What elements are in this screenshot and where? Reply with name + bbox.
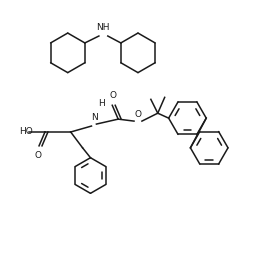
Text: H: H <box>99 99 105 108</box>
Text: O: O <box>134 110 141 119</box>
Text: O: O <box>34 151 41 160</box>
Text: O: O <box>110 91 117 100</box>
Text: NH: NH <box>96 23 109 32</box>
Text: N: N <box>91 113 98 122</box>
Text: HO: HO <box>19 128 33 137</box>
